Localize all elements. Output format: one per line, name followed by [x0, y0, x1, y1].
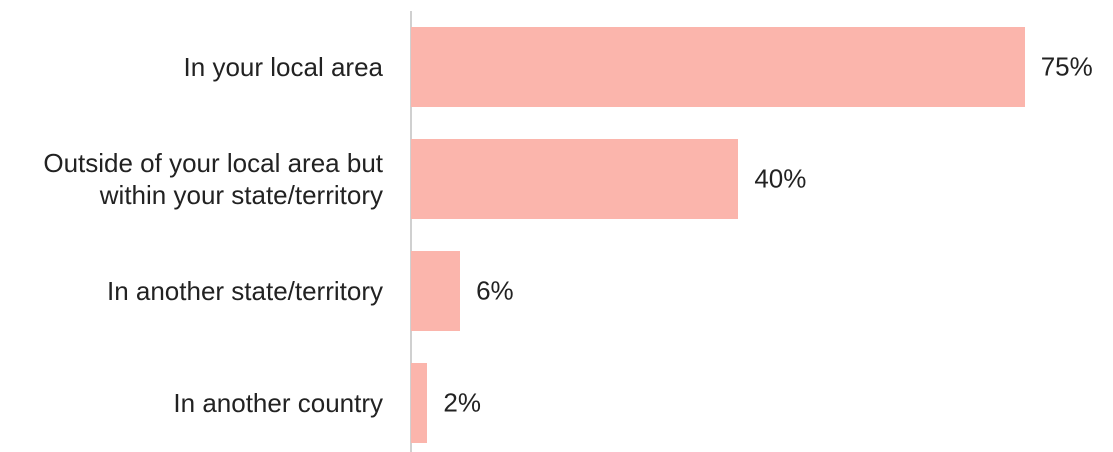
bar — [411, 251, 461, 331]
value-label: 75% — [1040, 51, 1093, 82]
value-label: 2% — [443, 387, 481, 418]
category-label: In another state/territory — [106, 276, 383, 306]
category-label: In another country — [173, 388, 383, 418]
bar — [411, 363, 428, 443]
axis-line — [410, 11, 412, 452]
value-label: 6% — [476, 275, 514, 306]
category-label: Outside of your local area but within yo… — [43, 148, 383, 210]
category-label: In your local area — [183, 52, 383, 82]
bar — [411, 27, 1025, 107]
value-label: 40% — [754, 163, 807, 194]
bar — [411, 139, 739, 219]
